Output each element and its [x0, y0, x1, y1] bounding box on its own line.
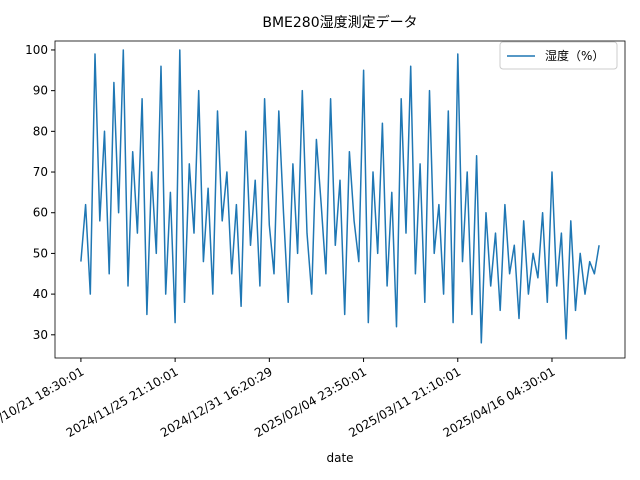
legend-label: 湿度（%） — [545, 48, 604, 63]
y-tick-label: 40 — [33, 287, 48, 301]
y-tick-label: 50 — [33, 246, 48, 260]
y-tick-label: 100 — [25, 43, 48, 57]
chart-title: BME280湿度測定データ — [262, 14, 417, 31]
y-tick-label: 70 — [33, 165, 48, 179]
y-tick-label: 90 — [33, 84, 48, 98]
y-tick-label: 80 — [33, 124, 48, 138]
x-axis-label: date — [326, 451, 353, 465]
data-line — [80, 49, 600, 344]
y-tick-label: 30 — [33, 328, 48, 342]
plot-frame — [54, 40, 626, 359]
y-tick-label: 60 — [33, 206, 48, 220]
legend-box — [499, 41, 618, 70]
